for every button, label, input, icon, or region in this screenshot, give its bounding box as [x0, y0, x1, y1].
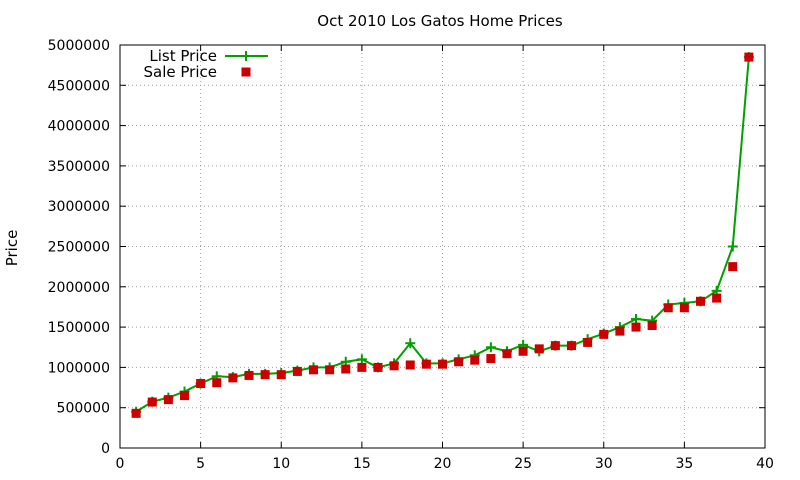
sale-price-point — [518, 346, 528, 356]
sale-price-point — [163, 395, 173, 405]
sale-price-point — [486, 354, 496, 364]
sale-price-point — [180, 391, 189, 401]
list-price-point — [631, 314, 641, 325]
y-tick-label: 1000000 — [48, 360, 110, 376]
x-tick-label: 30 — [595, 456, 613, 472]
y-tick-label: 4500000 — [48, 78, 110, 94]
sale-price-point — [744, 52, 754, 62]
legend-sample-sale-price-marker — [241, 67, 251, 77]
sale-price-point — [228, 373, 238, 383]
y-tick-label: 0 — [101, 441, 110, 457]
legend: List Price Sale Price — [144, 47, 268, 81]
sale-price-point — [276, 370, 286, 380]
sale-price-point — [244, 370, 254, 380]
sale-price-point — [292, 366, 302, 376]
sale-price-point — [357, 362, 367, 372]
list-price-point — [485, 342, 496, 353]
sale-price-point — [502, 349, 512, 359]
sale-price-point — [583, 337, 593, 347]
y-axis-label: Price — [3, 230, 21, 267]
x-tick-label: 40 — [756, 456, 774, 472]
x-tick-label: 20 — [434, 456, 452, 472]
x-tick-label: 5 — [196, 456, 205, 472]
y-tick-label: 500000 — [57, 401, 110, 417]
sale-price-point — [615, 326, 625, 336]
x-tick-label: 0 — [116, 456, 125, 472]
sale-price-point — [567, 341, 576, 351]
list-price-point — [356, 354, 367, 365]
sale-price-point — [341, 364, 351, 374]
sale-price-point — [212, 378, 222, 388]
y-tick-label: 5000000 — [48, 38, 110, 54]
sale-price-point — [679, 303, 689, 313]
sale-price-point — [647, 320, 657, 330]
legend-label-list-price: List Price — [149, 47, 217, 65]
axis-ticks: 0 5 10 15 20 25 30 35 40 0 500000 1000000 1500000 200… — [48, 38, 774, 472]
x-tick-label: 10 — [272, 456, 290, 472]
sale-price-point — [728, 262, 738, 272]
sale-price-point — [260, 370, 270, 380]
sale-price-point — [712, 293, 722, 303]
list-price-point — [727, 241, 738, 252]
sale-price-point — [389, 361, 399, 371]
grid-lines — [120, 45, 765, 448]
y-tick-label: 2000000 — [48, 280, 110, 296]
sale-price-point — [663, 303, 673, 313]
legend-sample-list-price-marker — [241, 51, 251, 61]
sale-price-point — [421, 359, 431, 369]
sale-price-point — [534, 344, 544, 354]
plot-frame — [119, 44, 766, 449]
y-tick-label: 4000000 — [48, 119, 110, 135]
sale-price-point — [147, 397, 157, 407]
sale-price-point — [309, 365, 318, 375]
series-layer — [131, 52, 754, 418]
sale-price-point — [196, 379, 206, 389]
sale-price-point — [325, 365, 335, 375]
x-tick-label: 25 — [514, 456, 532, 472]
sale-price-point — [696, 296, 705, 306]
sale-price-point — [470, 355, 480, 365]
sale-price-point — [373, 362, 383, 372]
y-tick-label: 1500000 — [48, 320, 110, 336]
x-tick-label: 35 — [675, 456, 693, 472]
list-price-point — [405, 338, 416, 349]
y-tick-label: 3500000 — [48, 159, 110, 175]
sale-price-point — [454, 357, 464, 367]
sale-price-point — [599, 329, 609, 339]
sale-price-point — [631, 322, 641, 332]
x-tick-label: 15 — [353, 456, 371, 472]
sale-price-point — [438, 359, 447, 369]
y-tick-label: 3000000 — [48, 199, 110, 215]
sale-price-point — [550, 341, 560, 351]
sale-price-point — [131, 408, 141, 418]
y-tick-label: 2500000 — [48, 240, 110, 256]
legend-label-sale-price: Sale Price — [144, 63, 217, 81]
sale-price-point — [405, 360, 415, 370]
chart-title: Oct 2010 Los Gatos Home Prices — [317, 12, 563, 30]
